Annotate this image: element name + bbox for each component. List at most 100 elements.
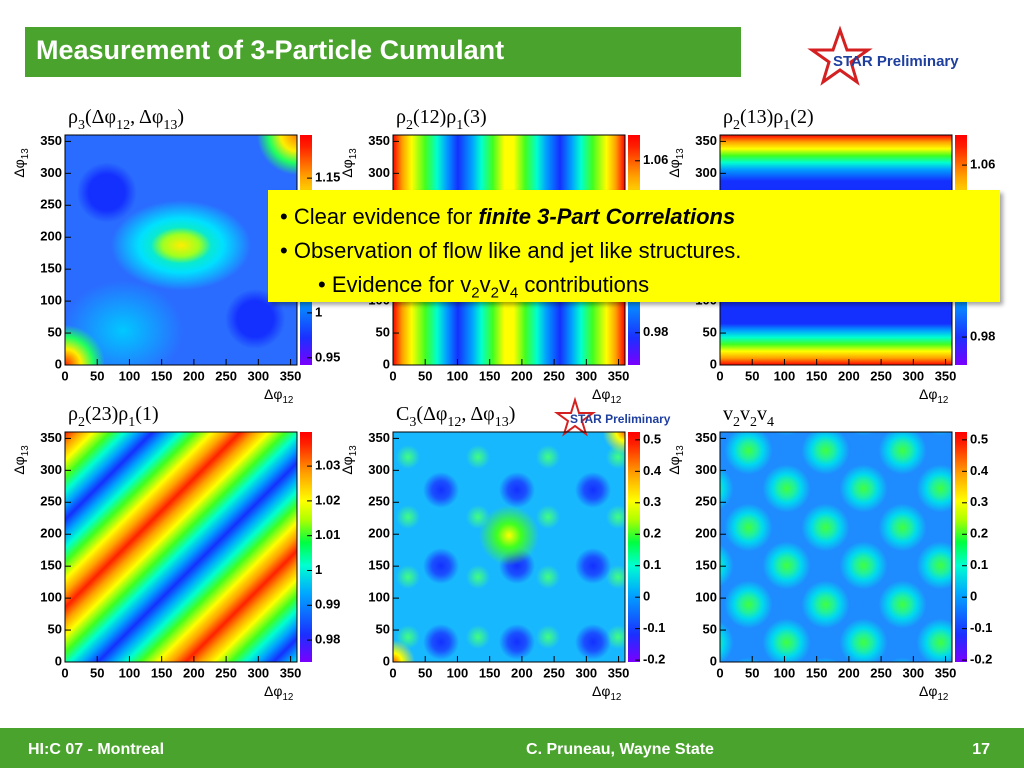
logo-text: STAR Preliminary [833, 53, 959, 70]
x-tick-label: 150 [151, 368, 173, 383]
color-bar [955, 432, 967, 662]
subscript: 2 [733, 118, 740, 133]
y-tick-label: 100 [695, 590, 717, 605]
subscript: 12 [447, 415, 461, 430]
text-part: Δφ [666, 159, 682, 177]
subscript: 2 [490, 284, 499, 302]
y-tick-label: 200 [695, 526, 717, 541]
text-part: Δφ [919, 683, 937, 699]
y-tick-label: 250 [40, 197, 62, 212]
subscript: 12 [937, 692, 948, 703]
z-tick-label: 1 [315, 304, 322, 319]
y-axis-label: Δφ13 [11, 445, 31, 475]
y-tick-label: 0 [55, 653, 62, 668]
y-tick-label: 100 [40, 293, 62, 308]
z-tick-label: -0.2 [970, 652, 992, 667]
text-part: , Δφ [130, 106, 163, 128]
text-part: ρ [68, 403, 78, 425]
y-tick-label: 0 [383, 356, 390, 371]
z-tick-label: 0.1 [643, 557, 661, 572]
bullet: • Clear evidence for finite 3-Part Corre… [280, 204, 736, 229]
y-tick-label: 300 [368, 462, 390, 477]
x-tick-label: 300 [575, 368, 597, 383]
x-axis-label: Δφ12 [264, 386, 293, 406]
x-tick-label: 300 [902, 665, 924, 680]
bullet-text: Observation of flow like and jet like st… [293, 238, 742, 263]
x-tick-label: 50 [418, 665, 432, 680]
x-tick-label: 0 [61, 665, 68, 680]
sub-bullet: • Evidence for v2v2v4 contributions [318, 272, 650, 302]
text-part: ) [509, 403, 516, 425]
logo-star [553, 396, 597, 437]
subscript: 13 [675, 148, 686, 159]
subscript: 12 [282, 692, 293, 703]
z-tick-label: 1.06 [970, 157, 995, 172]
z-tick-label: 0 [643, 589, 650, 604]
z-tick-label: 0.98 [315, 632, 340, 647]
y-axis-label: Δφ13 [339, 445, 359, 475]
text-part: Δφ [339, 159, 355, 177]
subscript: 12 [610, 692, 621, 703]
x-tick-label: 150 [806, 665, 828, 680]
logo-text: STAR Preliminary [570, 412, 671, 426]
x-tick-label: 150 [479, 368, 501, 383]
panel-title: ρ3(Δφ12, Δφ13) [68, 106, 184, 133]
x-tick-label: 200 [838, 368, 860, 383]
x-tick-label: 0 [389, 665, 396, 680]
z-tick-label: 1.02 [315, 492, 340, 507]
z-tick-label: 0.4 [970, 463, 989, 478]
y-tick-label: 0 [383, 653, 390, 668]
subscript: 13 [20, 148, 31, 159]
y-tick-label: 150 [368, 558, 390, 573]
y-tick-label: 350 [695, 133, 717, 148]
z-tick-label: 0.98 [643, 324, 668, 339]
x-tick-label: 150 [151, 665, 173, 680]
subscript: 2 [750, 415, 757, 430]
y-tick-label: 350 [40, 430, 62, 445]
footer-bar [0, 728, 1024, 768]
panel-title: v2v2v4 [723, 403, 774, 430]
y-axis-label: Δφ13 [666, 445, 686, 475]
y-tick-label: 50 [48, 324, 62, 339]
x-tick-label: 250 [870, 665, 892, 680]
text-part: (Δφ [85, 106, 116, 128]
plot-frame [64, 431, 298, 663]
text-part: Δφ [264, 386, 282, 402]
z-tick-label: 0.98 [970, 328, 995, 343]
x-tick-label: 250 [870, 368, 892, 383]
text-part: ρ [396, 106, 406, 128]
subscript: 13 [20, 445, 31, 456]
subscript: 1 [783, 118, 790, 133]
y-tick-label: 0 [710, 653, 717, 668]
x-tick-label: 50 [418, 368, 432, 383]
x-tick-label: 250 [215, 368, 237, 383]
y-tick-label: 300 [695, 165, 717, 180]
x-tick-label: 50 [745, 665, 759, 680]
x-tick-label: 0 [61, 368, 68, 383]
z-tick-label: 0 [970, 589, 977, 604]
z-tick-label: -0.1 [970, 620, 992, 635]
x-tick-label: 300 [247, 368, 269, 383]
subscript: 3 [78, 118, 85, 133]
subscript: 13 [675, 445, 686, 456]
z-tick-label: -0.1 [643, 620, 665, 635]
y-tick-label: 50 [376, 324, 390, 339]
y-tick-label: 350 [368, 430, 390, 445]
bullet-text: Clear evidence for [293, 204, 479, 229]
z-tick-label: 0.1 [970, 557, 988, 572]
text-part: Δφ [11, 456, 27, 474]
subscript: 2 [471, 284, 480, 302]
subscript: 2 [78, 415, 85, 430]
y-axis-label: Δφ13 [666, 148, 686, 178]
x-tick-label: 150 [806, 368, 828, 383]
x-tick-label: 50 [745, 368, 759, 383]
y-tick-label: 100 [40, 590, 62, 605]
x-axis-label: Δφ12 [592, 386, 621, 406]
x-tick-label: 200 [511, 368, 533, 383]
x-tick-label: 0 [389, 368, 396, 383]
plot-frame [392, 431, 626, 663]
subscript: 2 [406, 118, 413, 133]
z-tick-label: 1.01 [315, 527, 340, 542]
x-tick-label: 100 [119, 665, 141, 680]
x-tick-label: 350 [935, 368, 957, 383]
